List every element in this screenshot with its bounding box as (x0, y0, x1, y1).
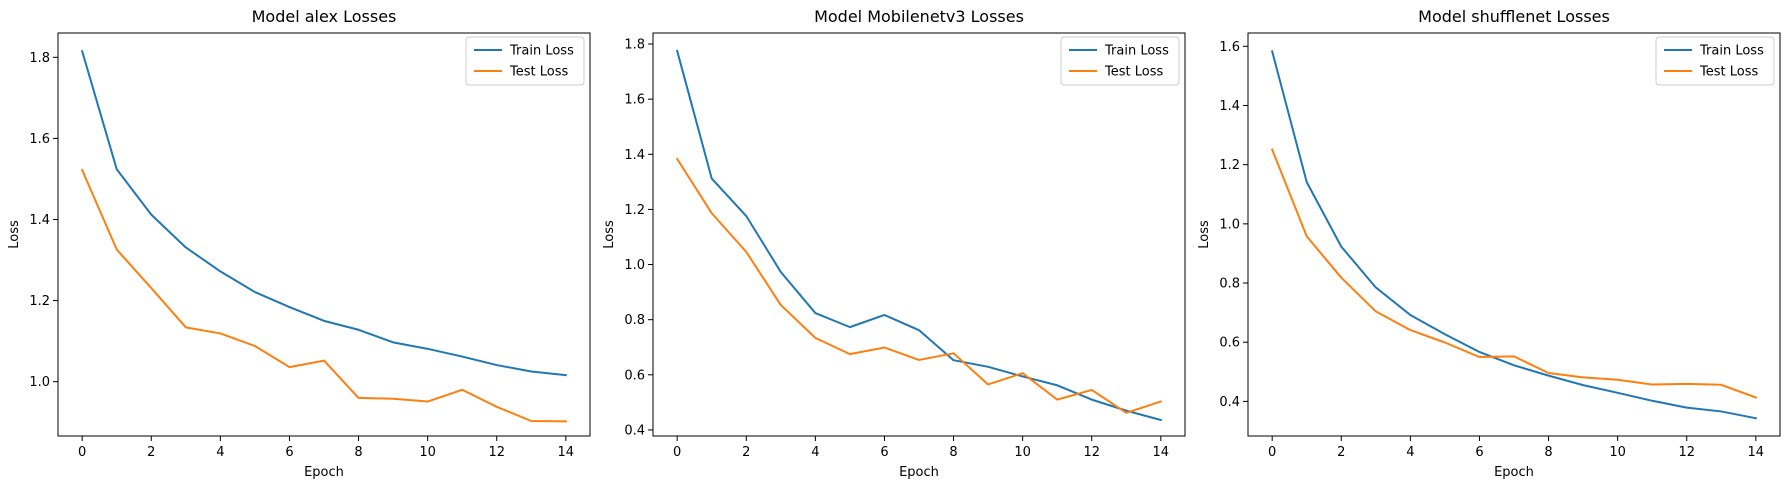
x-tick-label: 6 (880, 445, 888, 460)
series-line-train-loss (80, 49, 567, 377)
y-tick-label: 0.8 (1219, 277, 1240, 292)
series-line-train-loss (1270, 50, 1757, 420)
legend: Train Loss Test Loss (465, 36, 585, 86)
x-tick-label: 14 (1153, 445, 1170, 460)
legend: Train Loss Test Loss (1655, 36, 1775, 86)
series-line-test-loss (1270, 148, 1758, 399)
x-tick-label: 4 (811, 445, 819, 460)
series-line-train-loss (675, 49, 1163, 422)
plot-frame (57, 32, 591, 437)
x-tick-label: 4 (216, 445, 224, 460)
series-line-test-loss (675, 157, 1163, 414)
y-tick-label: 0.4 (624, 423, 645, 438)
legend-label: Test Loss (509, 65, 568, 80)
x-tick-label: 4 (1406, 445, 1414, 460)
legend-label: Train Loss (1104, 44, 1169, 59)
x-tick-label: 12 (488, 445, 505, 460)
x-tick-label: 6 (285, 445, 293, 460)
y-axis-label: Loss (7, 220, 22, 249)
legend-label: Test Loss (1699, 65, 1758, 80)
y-tick-label: 0.6 (624, 368, 645, 383)
x-tick-label: 2 (147, 445, 155, 460)
chart-title: Model shufflenet Losses (1418, 7, 1610, 26)
y-tick-label: 1.4 (29, 213, 50, 228)
y-tick-label: 1.4 (1219, 99, 1240, 114)
y-tick-label: 0.4 (1219, 395, 1240, 410)
x-tick-label: 2 (742, 445, 750, 460)
y-tick-label: 1.0 (1219, 217, 1240, 232)
x-tick-label: 8 (1544, 445, 1552, 460)
x-tick-label: 6 (1475, 445, 1483, 460)
y-tick-label: 1.2 (624, 203, 645, 218)
plot-frame (1247, 32, 1781, 437)
chart-title: Model Mobilenetv3 Losses (814, 7, 1024, 26)
y-tick-label: 1.2 (29, 294, 50, 309)
y-tick-label: 1.0 (624, 258, 645, 273)
legend-label: Train Loss (509, 44, 574, 59)
chart-title: Model alex Losses (252, 7, 397, 26)
y-tick-label: 1.6 (29, 132, 50, 147)
y-tick-label: 1.6 (624, 93, 645, 108)
chart-panel-mobilenetv3: Model Mobilenetv3 Losses 0 2 4 6 8 10 12 14 0.4 0.… (602, 7, 1186, 480)
y-tick-label: 1.4 (624, 148, 645, 163)
y-tick-label: 0.6 (1219, 336, 1240, 351)
y-tick-label: 1.8 (29, 51, 50, 66)
y-tick-label: 0.8 (624, 313, 645, 328)
chart-panel-shufflenet: Model shufflenet Losses 0 2 4 6 8 10 12 14 0.4 0.6… (1197, 7, 1781, 480)
x-tick-label: 12 (1678, 445, 1695, 460)
x-tick-label: 14 (1748, 445, 1765, 460)
x-tick-label: 8 (354, 445, 362, 460)
plot-frame (652, 32, 1186, 437)
x-tick-label: 14 (558, 445, 575, 460)
y-tick-label: 1.8 (624, 38, 645, 53)
x-tick-label: 0 (1268, 445, 1276, 460)
y-tick-label: 1.2 (1219, 158, 1240, 173)
x-axis-label: Epoch (1494, 465, 1534, 480)
y-axis-label: Loss (602, 220, 617, 249)
x-tick-label: 0 (673, 445, 681, 460)
y-tick-label: 1.0 (29, 375, 50, 390)
x-tick-label: 10 (1609, 445, 1626, 460)
legend: Train Loss Test Loss (1060, 36, 1180, 86)
legend-label: Test Loss (1104, 65, 1163, 80)
chart-panel-alex: Model alex Losses 0 2 4 6 8 10 12 14 1.0 1.2 1.4 1.6… (7, 7, 591, 480)
x-tick-label: 2 (1337, 445, 1345, 460)
x-tick-label: 10 (419, 445, 436, 460)
x-tick-label: 8 (949, 445, 957, 460)
x-tick-label: 0 (78, 445, 86, 460)
series-line-test-loss (80, 168, 567, 423)
y-tick-label: 1.6 (1219, 40, 1240, 55)
x-axis-label: Epoch (899, 465, 939, 480)
y-axis-label: Loss (1197, 220, 1212, 249)
x-axis-label: Epoch (304, 465, 344, 480)
x-tick-label: 12 (1083, 445, 1100, 460)
x-tick-label: 10 (1014, 445, 1031, 460)
legend-label: Train Loss (1699, 44, 1764, 59)
